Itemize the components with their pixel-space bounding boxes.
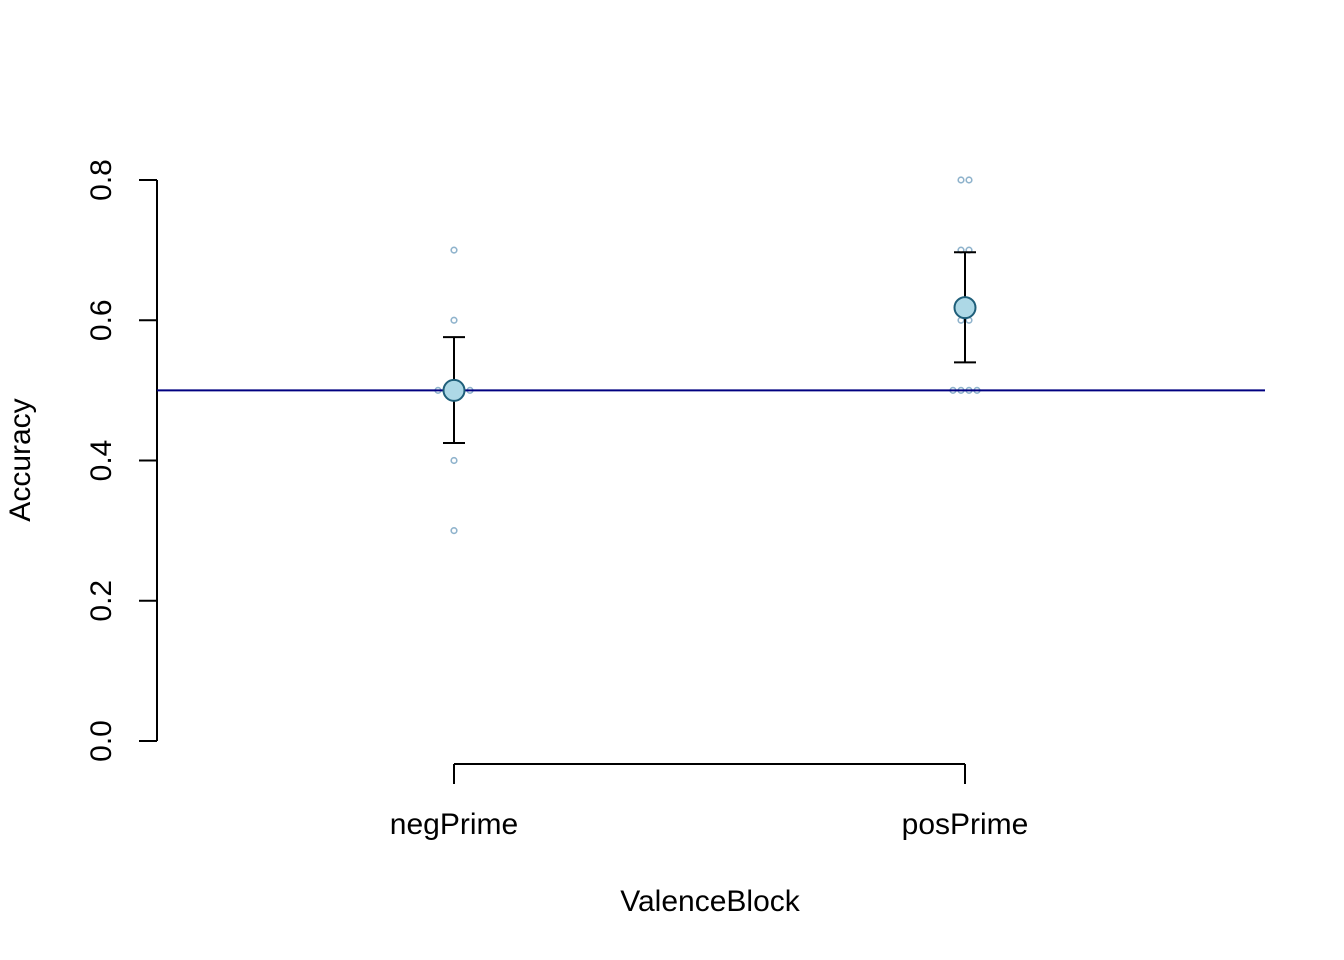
error-bars <box>443 251 976 444</box>
mean-point <box>442 378 466 402</box>
raw-point <box>450 246 458 254</box>
raw-point <box>957 176 965 184</box>
y-axis-title: Accuracy <box>4 398 37 521</box>
x-axis: negPrime posPrime <box>390 763 1029 841</box>
x-tick-label: posPrime <box>902 808 1029 841</box>
y-tick-label: 0.2 <box>85 580 118 622</box>
raw-points <box>434 176 981 535</box>
raw-point <box>450 456 458 465</box>
y-tick-label: 0.8 <box>85 159 118 201</box>
y-axis: 0.0 0.2 0.4 0.6 0.8 <box>85 159 158 762</box>
mean-point <box>953 296 977 320</box>
mean-points <box>442 296 977 402</box>
y-tick-label: 0.4 <box>85 440 118 482</box>
raw-point <box>965 176 973 184</box>
raw-point <box>450 316 458 324</box>
y-tick-label: 0.6 <box>85 299 118 341</box>
x-tick-label: negPrime <box>390 808 518 841</box>
y-tick-label: 0.0 <box>85 720 118 762</box>
x-axis-title: ValenceBlock <box>620 885 801 918</box>
raw-point <box>450 527 458 535</box>
